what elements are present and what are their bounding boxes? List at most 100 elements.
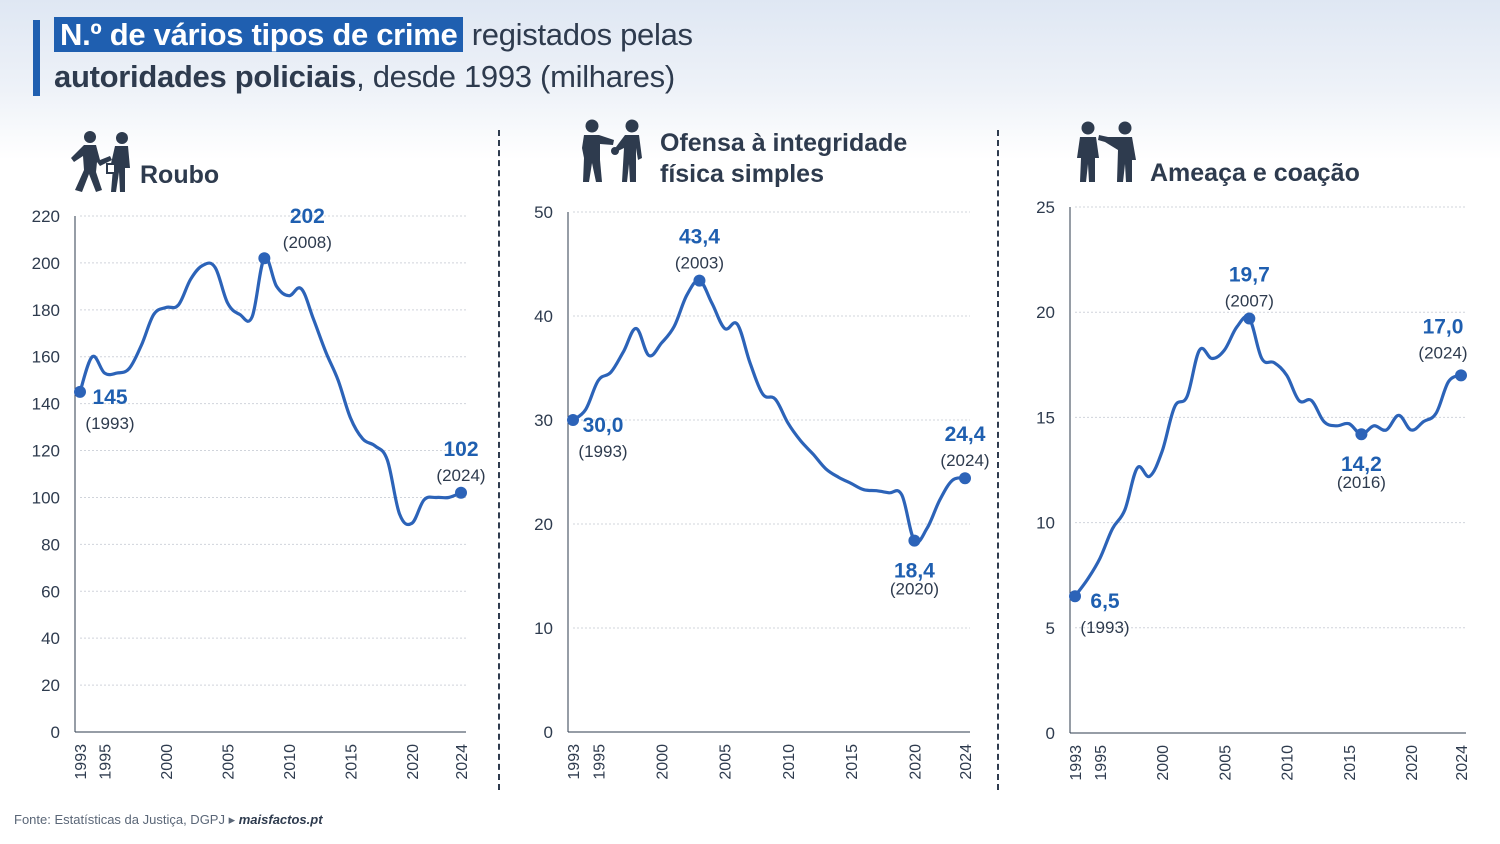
y-tick-label: 0 bbox=[544, 723, 553, 742]
data-label-value: 145 bbox=[92, 386, 127, 409]
y-tick-label: 50 bbox=[534, 203, 553, 222]
y-tick-label: 25 bbox=[1036, 198, 1055, 217]
data-label-year: (2016) bbox=[1337, 473, 1386, 492]
panel-title-ofensa: Ofensa à integridade física simples bbox=[660, 128, 907, 190]
x-tick-label: 2005 bbox=[220, 744, 237, 780]
data-label-year: (2020) bbox=[890, 580, 939, 599]
x-tick-label: 2024 bbox=[1454, 745, 1471, 781]
data-label-year: (2024) bbox=[940, 451, 989, 470]
title-highlight: N.º de vários tipos de crime bbox=[54, 17, 464, 52]
y-tick-label: 0 bbox=[1046, 724, 1055, 743]
series-line bbox=[1073, 315, 1463, 598]
x-tick-label: 2024 bbox=[454, 744, 471, 780]
x-tick-label: 1993 bbox=[566, 744, 583, 780]
series-line bbox=[78, 255, 463, 527]
data-label-value: 14,2 bbox=[1341, 453, 1382, 476]
data-label-year: (2003) bbox=[675, 254, 724, 273]
x-tick-label: 1993 bbox=[1068, 745, 1085, 781]
y-tick-label: 15 bbox=[1036, 408, 1055, 427]
y-tick-label: 10 bbox=[1036, 514, 1055, 533]
x-tick-label: 1995 bbox=[591, 744, 608, 780]
y-tick-label: 40 bbox=[41, 629, 60, 648]
title-part-3: autoridades policiais bbox=[54, 59, 357, 94]
source-note: Fonte: Estatísticas da Justiça, DGPJ ▸ m… bbox=[14, 812, 323, 828]
x-tick-label: 2000 bbox=[655, 744, 672, 780]
data-label-year: (2008) bbox=[283, 233, 332, 252]
x-tick-label: 2020 bbox=[1404, 745, 1421, 781]
panel-divider bbox=[997, 130, 999, 790]
panel-title-ameaca: Ameaça e coação bbox=[1150, 159, 1360, 187]
y-tick-label: 200 bbox=[32, 254, 60, 273]
data-point-marker bbox=[693, 274, 706, 287]
data-label-year: (2007) bbox=[1225, 292, 1274, 311]
data-point-marker bbox=[567, 414, 579, 426]
y-tick-label: 100 bbox=[32, 488, 60, 507]
y-tick-label: 160 bbox=[32, 348, 60, 367]
data-label-year: (1993) bbox=[85, 414, 134, 433]
data-point-marker bbox=[258, 252, 271, 265]
data-label-year: (1993) bbox=[1080, 618, 1129, 637]
y-tick-label: 140 bbox=[32, 395, 60, 414]
title-part-2: registados pelas bbox=[463, 17, 693, 52]
y-tick-label: 180 bbox=[32, 301, 60, 320]
y-tick-label: 80 bbox=[41, 535, 60, 554]
x-tick-label: 2010 bbox=[1280, 745, 1297, 781]
data-label-year: (2024) bbox=[1418, 343, 1467, 362]
x-tick-label: 2020 bbox=[907, 744, 924, 780]
data-label-value: 19,7 bbox=[1229, 264, 1270, 287]
data-point-marker bbox=[1355, 428, 1368, 441]
x-tick-label: 2000 bbox=[159, 744, 176, 780]
y-tick-label: 20 bbox=[41, 676, 60, 695]
y-tick-label: 220 bbox=[32, 207, 60, 226]
data-label-value: 30,0 bbox=[583, 414, 624, 437]
x-tick-label: 2024 bbox=[958, 744, 975, 780]
threat-icon bbox=[1077, 121, 1136, 182]
data-point-marker bbox=[1069, 590, 1081, 603]
data-label-value: 17,0 bbox=[1423, 315, 1464, 338]
x-tick-label: 2015 bbox=[343, 744, 360, 780]
page-title: N.º de vários tipos de crime registados … bbox=[54, 14, 854, 98]
data-point-marker bbox=[908, 534, 921, 547]
title-accent-bar bbox=[33, 20, 40, 96]
x-tick-label: 2010 bbox=[781, 744, 798, 780]
data-label-year: (2024) bbox=[436, 466, 485, 485]
source-text: Fonte: Estatísticas da Justiça, DGPJ ▸ bbox=[14, 812, 239, 827]
data-label-value: 6,5 bbox=[1090, 590, 1120, 613]
y-tick-label: 0 bbox=[51, 723, 60, 742]
x-tick-label: 1993 bbox=[73, 744, 90, 780]
y-tick-label: 20 bbox=[1036, 303, 1055, 322]
panel-title-roubo: Roubo bbox=[140, 161, 220, 189]
y-tick-label: 30 bbox=[534, 411, 553, 430]
data-label-value: 202 bbox=[290, 205, 325, 228]
title-part-4: , desde 1993 (milhares) bbox=[356, 59, 675, 94]
panel-title-ofensa-line1: Ofensa à integridade bbox=[660, 129, 908, 157]
data-label-value: 18,4 bbox=[894, 560, 935, 583]
panel-title-ofensa-line2: física simples bbox=[660, 160, 824, 188]
x-tick-label: 1995 bbox=[1093, 745, 1110, 781]
panel-divider bbox=[498, 130, 500, 790]
data-point-marker bbox=[74, 385, 86, 398]
y-tick-label: 40 bbox=[534, 307, 553, 326]
data-point-marker bbox=[1455, 369, 1467, 382]
assault-icon bbox=[582, 119, 642, 182]
data-label-year: (1993) bbox=[578, 442, 627, 461]
series-line bbox=[571, 278, 967, 544]
y-tick-label: 5 bbox=[1046, 619, 1055, 638]
data-point-marker bbox=[1243, 312, 1256, 325]
y-tick-label: 10 bbox=[534, 619, 553, 638]
x-tick-label: 2010 bbox=[282, 744, 299, 780]
y-tick-label: 120 bbox=[32, 442, 60, 461]
source-site: maisfactos.pt bbox=[238, 812, 323, 827]
robbery-icon bbox=[71, 131, 130, 192]
x-tick-label: 2015 bbox=[1342, 745, 1359, 781]
data-point-marker bbox=[455, 486, 467, 499]
x-tick-label: 2015 bbox=[844, 744, 861, 780]
x-tick-label: 1995 bbox=[98, 744, 115, 780]
x-tick-label: 2000 bbox=[1155, 745, 1172, 781]
data-label-value: 102 bbox=[443, 438, 478, 461]
x-tick-label: 2005 bbox=[1217, 745, 1234, 781]
data-label-value: 24,4 bbox=[945, 423, 986, 446]
x-tick-label: 2005 bbox=[718, 744, 735, 780]
y-tick-label: 60 bbox=[41, 582, 60, 601]
